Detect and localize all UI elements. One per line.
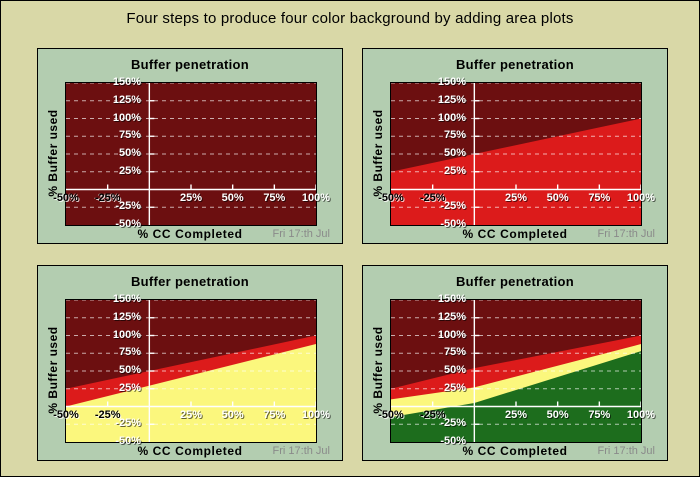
x-axis-label: % CC Completed <box>462 227 568 241</box>
x-axis-label: % CC Completed <box>137 444 243 458</box>
chart-panel-step-2: Buffer penetration% Buffer used 150% 125% 1… <box>362 48 668 244</box>
plot-area <box>65 299 317 443</box>
date-label: Fri 17:th Jul <box>272 445 330 457</box>
zone-dark-red-background <box>66 83 316 225</box>
chart-title: Buffer penetration <box>455 274 575 289</box>
plot-area <box>390 82 642 226</box>
x-axis-label: % CC Completed <box>462 444 568 458</box>
chart-panel-step-3: Buffer penetration% Buffer used 150% 125% 1… <box>37 265 343 461</box>
zone-red-area <box>391 118 641 225</box>
plot-area <box>390 299 642 443</box>
chart-title: Buffer penetration <box>130 57 250 72</box>
zone-green-area <box>391 351 641 442</box>
chart-panel-step-4: Buffer penetration% Buffer used 150% 125% 1… <box>362 265 668 461</box>
plot-area <box>65 82 317 226</box>
date-label: Fri 17:th Jul <box>597 445 655 457</box>
date-label: Fri 17:th Jul <box>272 228 330 240</box>
chart-title: Buffer penetration <box>455 57 575 72</box>
page-title: Four steps to produce four color backgro… <box>126 10 574 27</box>
y-axis-label: % Buffer used <box>371 326 385 414</box>
date-label: Fri 17:th Jul <box>597 228 655 240</box>
y-axis-label: % Buffer used <box>46 326 60 414</box>
zone-yellow-area <box>66 344 316 442</box>
x-axis-label: % CC Completed <box>137 227 243 241</box>
y-axis-label: % Buffer used <box>371 109 385 197</box>
chart-panel-step-1: Buffer penetration% Buffer used 150% 125% 1… <box>37 48 343 244</box>
y-axis-label: % Buffer used <box>46 109 60 197</box>
chart-title: Buffer penetration <box>130 274 250 289</box>
